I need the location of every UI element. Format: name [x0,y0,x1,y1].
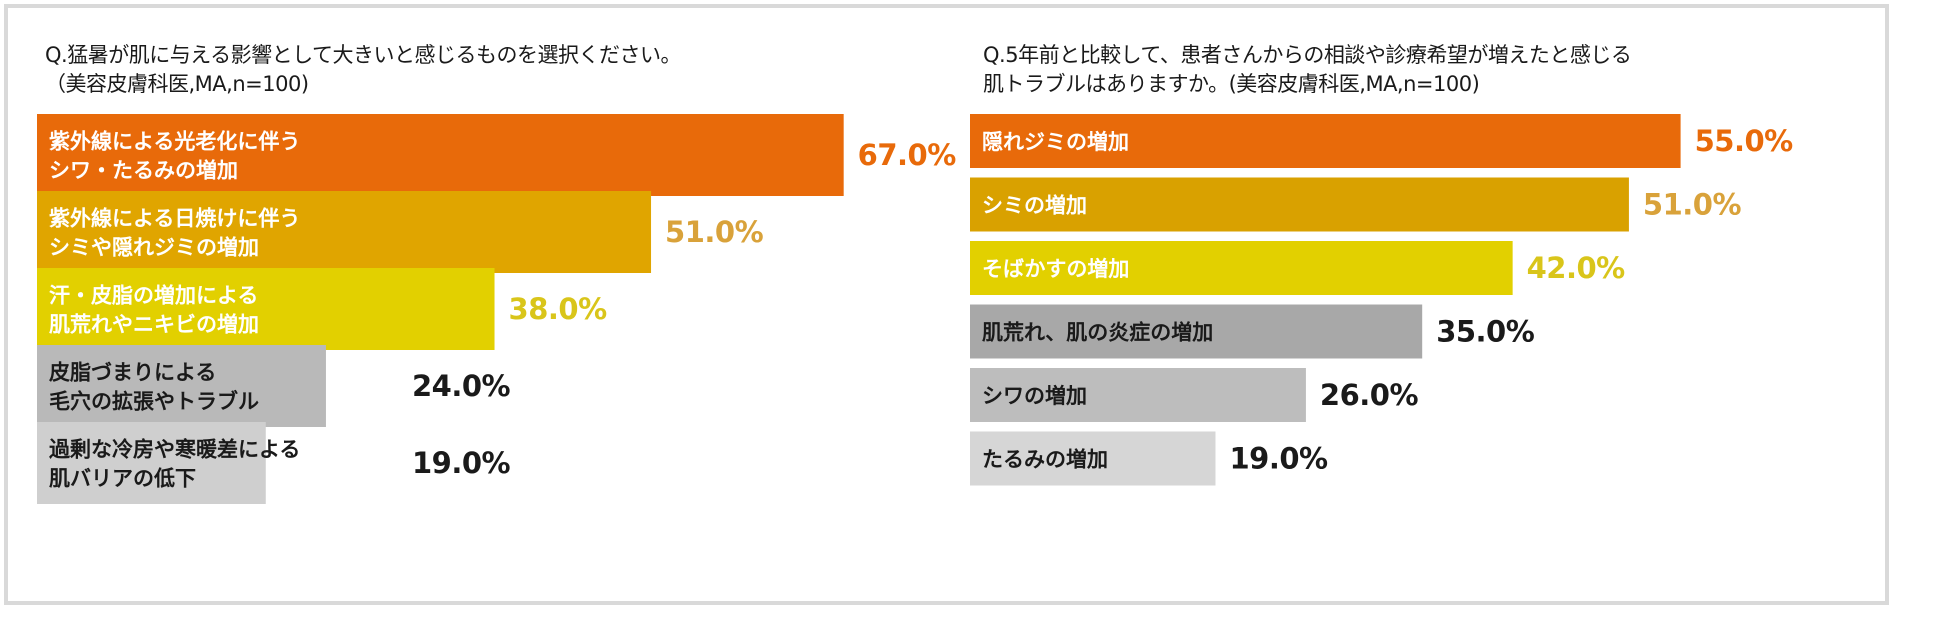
left-bar-5 [37,422,266,504]
left-category-label-5-line-2: 肌バリアの低下 [49,467,196,491]
right-value-label-3: 42.0% [1527,251,1626,285]
right-category-label-6: たるみの増加 [982,448,1108,472]
left-value-label-4: 24.0% [412,369,511,403]
left-bar-4 [37,345,326,427]
chart-right-title-line-2: 肌トラブルはありますか。(美容皮膚科医,MA,n=100) [983,72,1480,96]
right-value-label-5: 26.0% [1320,378,1419,412]
right-category-label-4: 肌荒れ、肌の炎症の増加 [982,321,1213,345]
chart-right-title-line-1: Q.5年前と比較して、患者さんからの相談や診療希望が増えたと感じる [983,43,1632,67]
left-category-label-5-line-1: 過剰な冷房や寒暖差による [49,438,300,462]
left-category-label-1-line-2: シワ・たるみの増加 [49,159,238,183]
right-bar-4 [970,304,1423,359]
right-bar-1 [970,114,1681,168]
left-bar-2 [37,191,652,273]
left-category-label-3-line-1: 汗・皮脂の増加による [49,284,258,308]
left-category-label-1-line-1: 紫外線による光老化に伴う [49,130,300,154]
right-bar-2 [970,177,1629,232]
left-category-label-2-line-2: シミや隠れジミの増加 [49,236,259,260]
left-value-label-2: 51.0% [665,215,764,249]
right-bar-5 [970,368,1306,422]
left-category-label-4-line-2: 毛穴の拡張やトラブル [49,390,259,414]
left-category-label-4-line-1: 皮脂づまりによる [49,361,216,385]
right-value-label-6: 19.0% [1229,442,1328,476]
left-value-label-3: 38.0% [509,292,608,326]
right-value-label-1: 55.0% [1695,124,1794,158]
left-bar-3 [37,268,495,350]
left-category-label-3-line-2: 肌荒れやニキビの増加 [49,313,259,337]
right-value-label-4: 35.0% [1436,315,1535,349]
right-category-label-3: そばかすの増加 [982,257,1129,281]
right-bar-3 [970,241,1513,295]
chart-left-title-line-1: Q.猛暑が肌に与える影響として大きいと感じるものを選択ください。 [45,43,681,67]
left-value-label-1: 67.0% [858,138,957,172]
left-category-label-2-line-1: 紫外線による日焼けに伴う [49,207,300,231]
chart-left-title-line-2: （美容皮膚科医,MA,n=100) [45,72,309,96]
right-value-label-2: 51.0% [1643,188,1742,222]
left-value-label-5: 19.0% [412,446,511,480]
right-bar-6 [970,431,1216,486]
right-category-label-1: 隠れジミの増加 [982,130,1129,154]
right-category-label-2: シミの増加 [982,194,1087,218]
right-category-label-5: シワの増加 [982,384,1087,408]
left-bar-1 [37,114,844,196]
